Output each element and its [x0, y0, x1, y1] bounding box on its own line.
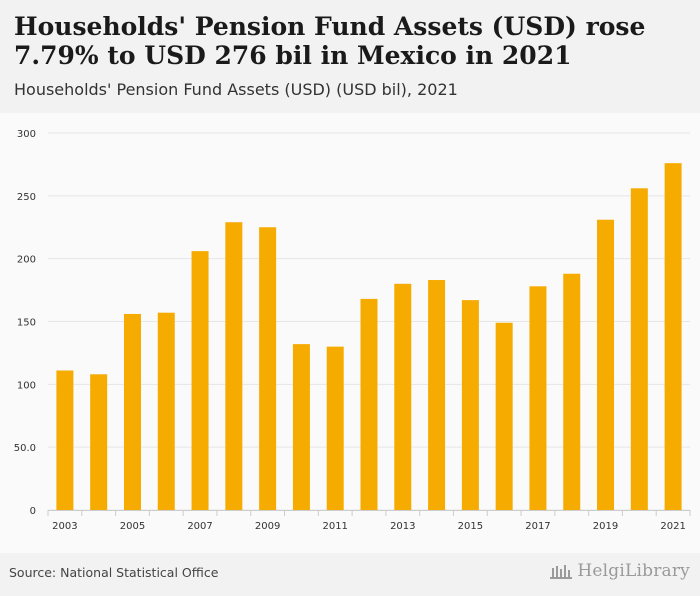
footer: Source: National Statistical Office Helg… — [0, 553, 700, 596]
header: Households' Pension Fund Assets (USD) ro… — [0, 0, 700, 113]
x-tick-label: 2011 — [322, 521, 347, 532]
bar-2007 — [191, 251, 209, 511]
bar-2004 — [90, 374, 108, 510]
y-tick-label: 150 — [17, 318, 36, 329]
chart-subtitle: Households' Pension Fund Assets (USD) (U… — [14, 80, 458, 99]
source-note: Source: National Statistical Office — [9, 565, 219, 580]
bar-2021 — [664, 163, 682, 510]
y-tick-label: 0 — [30, 506, 36, 517]
x-tick-label: 2019 — [593, 521, 618, 532]
bar-chart: 0 50.0 100 150 200 250 300 2003 2005 2007 2009 2011… — [14, 129, 691, 532]
brand-logo[interactable]: HelgiLibrary — [549, 561, 690, 581]
x-tick-label: 2021 — [660, 521, 685, 532]
bar-2017 — [529, 286, 547, 510]
bar-2011 — [326, 346, 344, 510]
y-tick-label: 200 — [17, 255, 36, 266]
bar-2018 — [563, 273, 581, 510]
y-tick-label: 50.0 — [14, 443, 36, 454]
bar-2003 — [56, 370, 74, 510]
x-tick-label: 2017 — [525, 521, 550, 532]
y-tick-label: 100 — [17, 380, 36, 391]
bar-2009 — [259, 227, 277, 510]
bar-2013 — [394, 283, 412, 510]
bar-2008 — [225, 222, 243, 510]
plot-area — [0, 113, 700, 553]
x-tick-label: 2003 — [52, 521, 77, 532]
bar-2014 — [428, 280, 446, 510]
bar-2010 — [292, 344, 310, 510]
x-tick-label: 2013 — [390, 521, 415, 532]
bar-2005 — [123, 313, 141, 510]
chart-title: Households' Pension Fund Assets (USD) ro… — [14, 12, 646, 70]
x-tick-label: 2015 — [458, 521, 483, 532]
bar-2006 — [157, 312, 175, 510]
bar-2015 — [461, 300, 479, 510]
bar-2016 — [495, 322, 513, 510]
x-tick-label: 2005 — [120, 521, 145, 532]
x-tick-label: 2009 — [255, 521, 280, 532]
brand-name: HelgiLibrary — [577, 561, 690, 581]
bar-2012 — [360, 298, 378, 510]
bar-2020 — [630, 188, 648, 510]
library-icon — [550, 565, 573, 579]
x-tick-label: 2007 — [187, 521, 212, 532]
y-tick-label: 300 — [17, 129, 36, 140]
y-tick-label: 250 — [17, 192, 36, 203]
bar-2019 — [597, 219, 615, 510]
